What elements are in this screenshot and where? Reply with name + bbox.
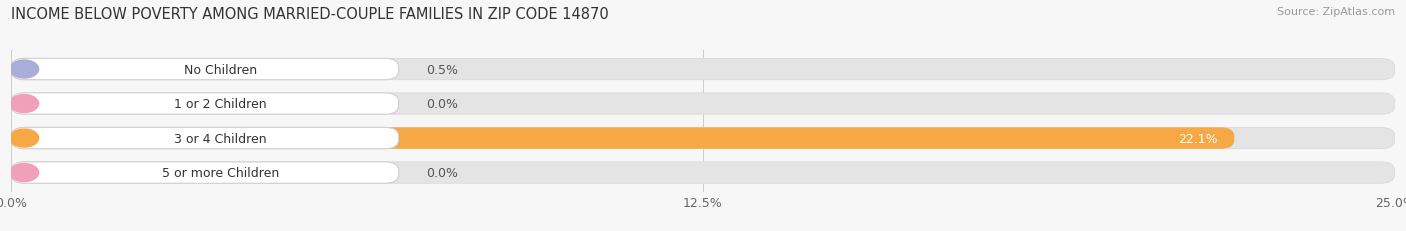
Text: Source: ZipAtlas.com: Source: ZipAtlas.com (1277, 7, 1395, 17)
Text: 3 or 4 Children: 3 or 4 Children (174, 132, 267, 145)
FancyBboxPatch shape (11, 128, 399, 149)
Text: 22.1%: 22.1% (1178, 132, 1218, 145)
FancyBboxPatch shape (11, 93, 1395, 115)
FancyBboxPatch shape (11, 128, 1234, 149)
Circle shape (10, 61, 38, 79)
Text: No Children: No Children (184, 63, 257, 76)
FancyBboxPatch shape (11, 59, 399, 80)
FancyBboxPatch shape (11, 93, 399, 115)
Text: 0.0%: 0.0% (426, 98, 458, 111)
Circle shape (10, 130, 38, 147)
Text: 5 or more Children: 5 or more Children (162, 166, 278, 179)
FancyBboxPatch shape (11, 128, 1395, 149)
FancyBboxPatch shape (11, 59, 1395, 80)
Circle shape (10, 164, 38, 182)
FancyBboxPatch shape (11, 162, 399, 183)
FancyBboxPatch shape (11, 162, 1395, 183)
Text: 0.5%: 0.5% (426, 63, 458, 76)
Text: 1 or 2 Children: 1 or 2 Children (174, 98, 267, 111)
Text: INCOME BELOW POVERTY AMONG MARRIED-COUPLE FAMILIES IN ZIP CODE 14870: INCOME BELOW POVERTY AMONG MARRIED-COUPL… (11, 7, 609, 22)
Circle shape (10, 95, 38, 113)
Text: 0.0%: 0.0% (426, 166, 458, 179)
FancyBboxPatch shape (11, 59, 39, 80)
